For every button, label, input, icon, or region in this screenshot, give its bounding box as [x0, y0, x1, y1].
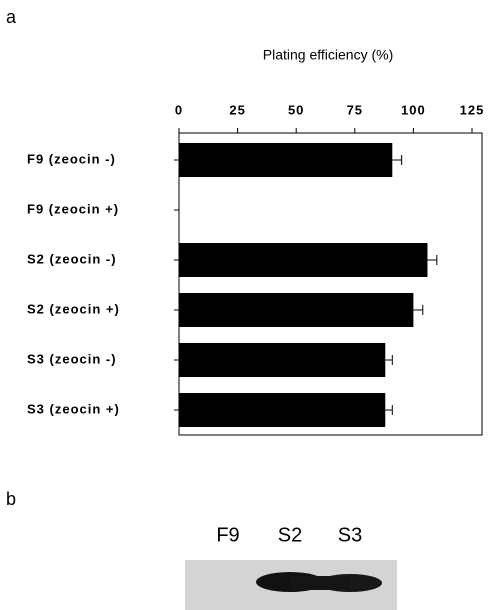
bar: [179, 293, 413, 327]
panel-label: b: [6, 489, 16, 509]
bar: [179, 343, 385, 377]
bar: [179, 393, 385, 427]
lane-label: F9: [216, 524, 239, 546]
y-tick-label: S3 (zeocin -): [27, 351, 117, 366]
figure: a Plating efficiency (%) b 0 25 50 75 100 125…: [0, 0, 498, 610]
panel-label: a: [6, 7, 17, 27]
plot-frame: [179, 133, 482, 435]
x-tick-label: 50: [288, 102, 304, 117]
y-tick-label: S2 (zeocin -): [27, 251, 117, 266]
x-tick-label: 125: [460, 102, 485, 117]
x-tick-label: 75: [347, 102, 363, 117]
lane-label: S2: [278, 524, 302, 546]
chart-title: Plating efficiency (%): [263, 47, 393, 63]
error-bar: [385, 355, 392, 365]
bar: [179, 243, 427, 277]
bar: [179, 143, 392, 177]
error-bar: [392, 155, 401, 165]
error-bar: [413, 305, 422, 315]
x-tick-label: 0: [175, 102, 183, 117]
error-bar: [385, 405, 392, 415]
y-tick-label: S3 (zeocin +): [27, 401, 120, 416]
x-tick-label: 100: [401, 102, 426, 117]
y-tick-label: F9 (zeocin +): [27, 201, 119, 216]
y-tick-label: S2 (zeocin +): [27, 301, 120, 316]
y-tick-label: F9 (zeocin -): [27, 151, 116, 166]
blot: [185, 560, 397, 610]
error-bar: [427, 255, 436, 265]
lane-label: S3: [338, 524, 362, 546]
x-tick-label: 25: [229, 102, 245, 117]
